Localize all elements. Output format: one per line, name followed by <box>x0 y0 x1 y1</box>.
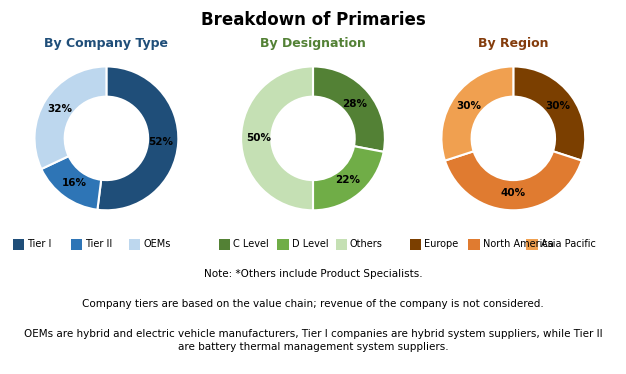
Text: By Region: By Region <box>478 37 548 50</box>
Wedge shape <box>241 67 313 210</box>
Wedge shape <box>41 156 101 210</box>
Wedge shape <box>441 67 513 160</box>
Text: Tier II: Tier II <box>85 239 113 249</box>
Text: Note: *Others include Product Specialists.: Note: *Others include Product Specialist… <box>203 269 423 279</box>
Text: Europe: Europe <box>424 239 459 249</box>
Text: North America: North America <box>483 239 553 249</box>
Wedge shape <box>445 151 582 210</box>
Text: Company tiers are based on the value chain; revenue of the company is not consid: Company tiers are based on the value cha… <box>82 299 544 309</box>
Wedge shape <box>34 67 106 169</box>
Text: 28%: 28% <box>342 98 367 108</box>
Text: By Designation: By Designation <box>260 37 366 50</box>
Wedge shape <box>313 146 384 210</box>
Text: 52%: 52% <box>148 137 173 147</box>
Text: 50%: 50% <box>246 134 271 143</box>
Text: 22%: 22% <box>336 175 361 186</box>
Wedge shape <box>513 67 585 160</box>
Text: 30%: 30% <box>545 101 570 111</box>
Text: D Level: D Level <box>292 239 329 249</box>
Text: 16%: 16% <box>62 178 87 188</box>
Text: 40%: 40% <box>501 188 526 198</box>
Text: OEMs: OEMs <box>143 239 171 249</box>
Text: Breakdown of Primaries: Breakdown of Primaries <box>200 11 426 29</box>
Text: OEMs are hybrid and electric vehicle manufacturers, Tier I companies are hybrid : OEMs are hybrid and electric vehicle man… <box>24 329 602 352</box>
Text: Tier I: Tier I <box>27 239 51 249</box>
Text: 30%: 30% <box>456 101 481 111</box>
Wedge shape <box>98 67 178 210</box>
Text: Asia Pacific: Asia Pacific <box>541 239 596 249</box>
Wedge shape <box>313 67 385 152</box>
Text: C Level: C Level <box>233 239 269 249</box>
Text: By Company Type: By Company Type <box>44 37 168 50</box>
Text: 32%: 32% <box>48 104 73 114</box>
Text: Others: Others <box>350 239 383 249</box>
